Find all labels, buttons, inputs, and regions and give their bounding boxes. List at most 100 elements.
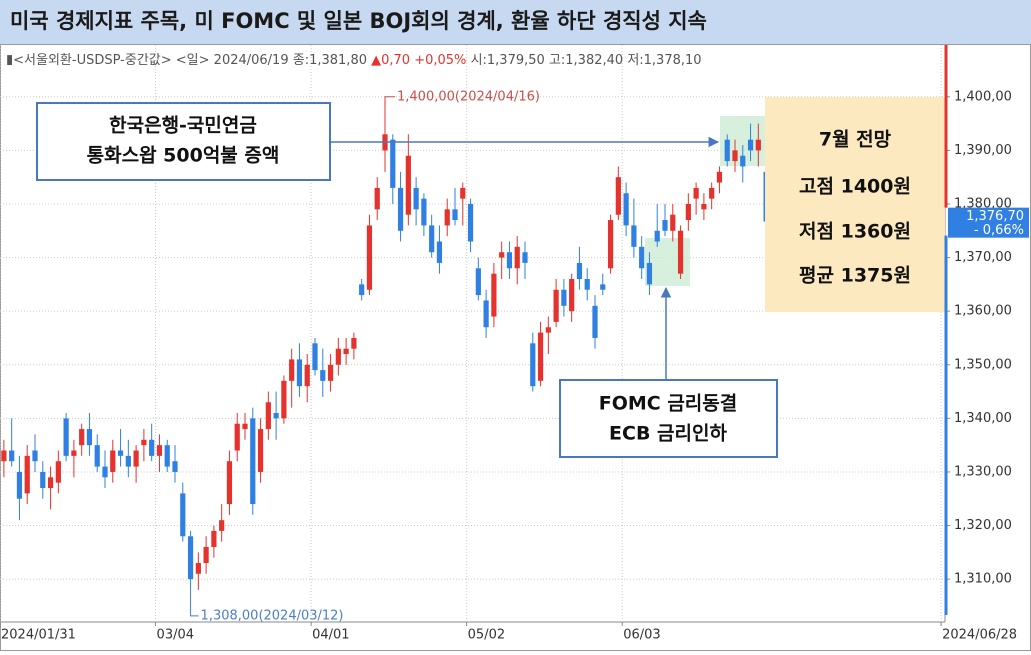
candle-body	[670, 214, 676, 231]
candle-body	[40, 471, 46, 489]
candle-body	[180, 493, 186, 537]
candle-body	[499, 252, 505, 258]
candle-body	[429, 225, 435, 253]
candle-body	[312, 343, 318, 371]
min-note-marker	[190, 589, 199, 617]
candle-body	[47, 477, 54, 489]
last-change: - 0,66%	[974, 223, 1024, 238]
candle-body	[351, 337, 357, 349]
candle-body	[592, 305, 598, 338]
candle-body	[615, 177, 621, 215]
candle-body	[242, 423, 248, 430]
outlook-title: 7월 전망	[819, 129, 892, 151]
candle-body	[460, 187, 466, 199]
y-tick-label: 1,360,00	[954, 304, 1012, 319]
candle-body	[623, 193, 629, 226]
candle-body	[273, 412, 279, 419]
candle-body	[701, 203, 707, 210]
candle-body	[94, 445, 100, 467]
candle-body	[250, 418, 256, 505]
candle-body	[32, 450, 38, 462]
info-period: <일>	[176, 53, 210, 68]
candle-body	[390, 139, 396, 188]
candle-body	[522, 252, 528, 263]
candle-body	[359, 284, 365, 296]
candle-body	[584, 279, 590, 290]
candle-body	[335, 348, 341, 365]
x-tick-label: 03/04	[157, 628, 194, 643]
outlook-line: 저점 1360원	[799, 221, 911, 243]
info-date: 2024/06/19	[214, 53, 289, 68]
fomc-text: FOMC 금리동결	[599, 393, 738, 415]
candle-body	[1, 450, 7, 462]
candle-body	[102, 466, 108, 478]
info-change-pct: +0,05%	[414, 53, 466, 68]
y-tick-label: 1,370,00	[954, 250, 1012, 265]
candle-body	[747, 139, 754, 151]
candle-body	[203, 546, 209, 564]
fomc-box	[559, 379, 778, 458]
candle-body	[716, 171, 723, 183]
candle-body	[740, 155, 746, 167]
candle-body	[211, 530, 217, 547]
candle-body	[117, 450, 124, 456]
candle-body	[709, 187, 715, 199]
candle-body	[234, 423, 240, 451]
candle-body	[156, 445, 163, 456]
candle-body	[296, 359, 303, 387]
x-tick-label: 05/02	[468, 628, 505, 643]
candle-body	[71, 450, 77, 456]
candle-body	[405, 155, 411, 215]
candle-body	[491, 273, 497, 317]
outlook-line: 평균 1375원	[799, 265, 911, 287]
candle-body	[475, 268, 481, 296]
candle-body	[724, 139, 730, 162]
candle-body	[366, 225, 373, 290]
candle-body	[149, 439, 155, 456]
outlook-box	[765, 97, 945, 312]
candle-body	[24, 455, 30, 494]
candle-body	[226, 461, 233, 505]
x-tick-label: 2024/01/31	[1, 628, 76, 643]
info-open: 시:1,379,50	[471, 53, 545, 68]
max-note: 1,400,00(2024/04/16)	[397, 89, 540, 104]
candle-body	[607, 220, 614, 269]
candle-body	[452, 209, 458, 221]
candle-body	[219, 520, 225, 531]
candle-body	[600, 284, 606, 290]
y-tick-label: 1,310,00	[954, 572, 1012, 587]
chart-title: 미국 경제지표 주목, 미 FOMC 및 일본 BOJ회의 경계, 환율 하단 …	[10, 9, 707, 33]
candle-body	[79, 429, 85, 446]
swap-text: 통화스왑 500억불 증액	[87, 145, 280, 167]
info-close: 종:1,381,80	[293, 53, 367, 68]
candle-body	[506, 252, 513, 269]
plot: 1,310,00 1,320,00 1,330,00 1,340,00 1,350,00…	[0, 45, 1017, 643]
info-change: 0,70	[381, 53, 410, 68]
candle-body	[444, 209, 450, 226]
candle-body	[141, 439, 147, 446]
y-tick-label: 1,400,00	[954, 89, 1012, 104]
candle-body	[125, 455, 131, 467]
candle-body	[537, 332, 544, 381]
candle-body	[289, 359, 295, 381]
candle-body	[421, 198, 427, 226]
y-tick-label: 1,320,00	[954, 518, 1012, 533]
candle-body	[662, 220, 668, 231]
max-note-marker	[384, 96, 395, 105]
candle-body	[133, 450, 139, 467]
candle-body	[436, 241, 443, 263]
candle-body	[569, 279, 575, 312]
info-high: 고:1,382,40	[549, 53, 623, 68]
x-tick-label: 2024/06/28	[942, 628, 1017, 643]
candle-body	[646, 262, 653, 285]
swap-text: 한국은행-국민연금	[109, 115, 257, 137]
candle-body	[654, 230, 660, 242]
candle-body	[755, 139, 761, 151]
last-price: 1,376,70	[966, 209, 1024, 224]
outlook-line: 고점 1400원	[799, 176, 911, 198]
candle-body	[693, 187, 699, 199]
candle-body	[55, 461, 61, 483]
info-source: <서울외환-USDSP-중간값>	[13, 53, 171, 68]
